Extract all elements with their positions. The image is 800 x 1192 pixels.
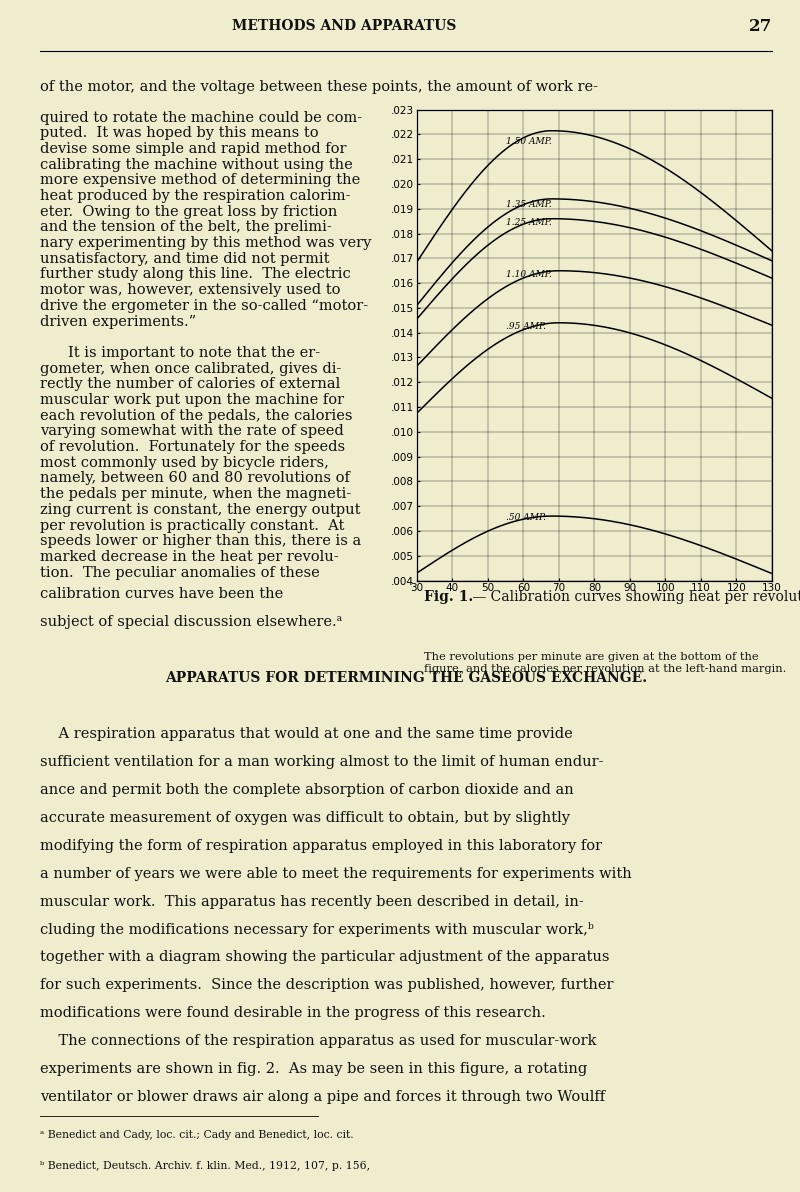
Text: most commonly used by bicycle riders,: most commonly used by bicycle riders, <box>40 455 329 470</box>
Text: APPARATUS FOR DETERMINING THE GASEOUS EXCHANGE.: APPARATUS FOR DETERMINING THE GASEOUS EX… <box>165 671 647 685</box>
Text: ance and permit both the complete absorption of carbon dioxide and an: ance and permit both the complete absorp… <box>40 783 574 797</box>
Text: per revolution is practically constant.  At: per revolution is practically constant. … <box>40 519 344 533</box>
Text: muscular work.  This apparatus has recently been described in detail, in-: muscular work. This apparatus has recent… <box>40 894 584 908</box>
Text: ᵃ Benedict and Cady, loc. cit.; Cady and Benedict, loc. cit.: ᵃ Benedict and Cady, loc. cit.; Cady and… <box>40 1130 354 1141</box>
Text: each revolution of the pedals, the calories: each revolution of the pedals, the calor… <box>40 409 353 423</box>
Text: heat produced by the respiration calorim-: heat produced by the respiration calorim… <box>40 190 350 203</box>
Text: ventilator or blower draws air along a pipe and forces it through two Woulff: ventilator or blower draws air along a p… <box>40 1089 605 1104</box>
Text: calibration curves have been the: calibration curves have been the <box>40 588 283 602</box>
Text: eter.  Owing to the great loss by friction: eter. Owing to the great loss by frictio… <box>40 205 338 218</box>
Text: of revolution.  Fortunately for the speeds: of revolution. Fortunately for the speed… <box>40 440 345 454</box>
Text: motor was, however, extensively used to: motor was, however, extensively used to <box>40 284 341 297</box>
Text: puted.  It was hoped by this means to: puted. It was hoped by this means to <box>40 126 318 141</box>
Text: for such experiments.  Since the description was published, however, further: for such experiments. Since the descript… <box>40 979 614 992</box>
Text: namely, between 60 and 80 revolutions of: namely, between 60 and 80 revolutions of <box>40 472 350 485</box>
Text: 1.50 AMP.: 1.50 AMP. <box>506 137 551 145</box>
Text: unsatisfactory, and time did not permit: unsatisfactory, and time did not permit <box>40 252 330 266</box>
Text: The revolutions per minute are given at the bottom of the figure, and the calori: The revolutions per minute are given at … <box>424 652 786 673</box>
Text: Fig. 1.: Fig. 1. <box>424 590 473 604</box>
Text: quired to rotate the machine could be com-: quired to rotate the machine could be co… <box>40 111 362 124</box>
Text: drive the ergometer in the so-called “motor-: drive the ergometer in the so-called “mo… <box>40 299 368 312</box>
Text: It is important to note that the er-: It is important to note that the er- <box>67 346 320 360</box>
Text: modifications were found desirable in the progress of this research.: modifications were found desirable in th… <box>40 1006 546 1020</box>
Text: sufficient ventilation for a man working almost to the limit of human endur-: sufficient ventilation for a man working… <box>40 755 603 769</box>
Text: muscular work put upon the machine for: muscular work put upon the machine for <box>40 393 344 406</box>
Text: speeds lower or higher than this, there is a: speeds lower or higher than this, there … <box>40 534 362 548</box>
Text: accurate measurement of oxygen was difficult to obtain, but by slightly: accurate measurement of oxygen was diffi… <box>40 811 570 825</box>
Text: tion.  The peculiar anomalies of these: tion. The peculiar anomalies of these <box>40 566 320 579</box>
Text: together with a diagram showing the particular adjustment of the apparatus: together with a diagram showing the part… <box>40 950 610 964</box>
Text: more expensive method of determining the: more expensive method of determining the <box>40 173 360 187</box>
Text: 1.10 AMP.: 1.10 AMP. <box>506 271 551 279</box>
Text: rectly the number of calories of external: rectly the number of calories of externa… <box>40 378 340 391</box>
Text: cluding the modifications necessary for experiments with muscular work,ᵇ: cluding the modifications necessary for … <box>40 921 594 937</box>
Text: — Calibration curves showing heat per revolution of ergometer II.: — Calibration curves showing heat per re… <box>468 590 800 604</box>
Text: gometer, when once calibrated, gives di-: gometer, when once calibrated, gives di- <box>40 361 342 375</box>
Text: The connections of the respiration apparatus as used for muscular-work: The connections of the respiration appar… <box>40 1035 597 1048</box>
Text: the pedals per minute, when the magneti-: the pedals per minute, when the magneti- <box>40 488 351 501</box>
Text: 1.35 AMP.: 1.35 AMP. <box>506 200 551 209</box>
Text: devise some simple and rapid method for: devise some simple and rapid method for <box>40 142 346 156</box>
Text: modifying the form of respiration apparatus employed in this laboratory for: modifying the form of respiration appara… <box>40 839 602 852</box>
Text: zing current is constant, the energy output: zing current is constant, the energy out… <box>40 503 361 517</box>
Text: nary experimenting by this method was very: nary experimenting by this method was ve… <box>40 236 371 250</box>
Text: a number of years we were able to meet the requirements for experiments with: a number of years we were able to meet t… <box>40 867 632 881</box>
Text: calibrating the machine without using the: calibrating the machine without using th… <box>40 157 353 172</box>
Text: .95 AMP.: .95 AMP. <box>506 323 546 331</box>
Text: further study along this line.  The electric: further study along this line. The elect… <box>40 267 350 281</box>
Text: ᵇ Benedict, Deutsch. Archiv. f. klin. Med., 1912, 107, p. 156,: ᵇ Benedict, Deutsch. Archiv. f. klin. Me… <box>40 1161 370 1171</box>
Text: varying somewhat with the rate of speed: varying somewhat with the rate of speed <box>40 424 344 439</box>
Text: driven experiments.”: driven experiments.” <box>40 315 196 329</box>
Text: of the motor, and the voltage between these points, the amount of work re-: of the motor, and the voltage between th… <box>40 80 598 94</box>
Text: 27: 27 <box>749 18 772 35</box>
Text: subject of special discussion elsewhere.ᵃ: subject of special discussion elsewhere.… <box>40 615 342 629</box>
Text: 1.25 AMP.: 1.25 AMP. <box>506 218 551 228</box>
Text: and the tension of the belt, the prelimi-: and the tension of the belt, the prelimi… <box>40 221 332 235</box>
Text: experiments are shown in fig. 2.  As may be seen in this figure, a rotating: experiments are shown in fig. 2. As may … <box>40 1062 587 1076</box>
Text: A respiration apparatus that would at one and the same time provide: A respiration apparatus that would at on… <box>40 727 573 741</box>
Text: .50 AMP.: .50 AMP. <box>506 513 546 522</box>
Text: marked decrease in the heat per revolu-: marked decrease in the heat per revolu- <box>40 550 338 564</box>
Text: METHODS AND APPARATUS: METHODS AND APPARATUS <box>232 19 456 33</box>
